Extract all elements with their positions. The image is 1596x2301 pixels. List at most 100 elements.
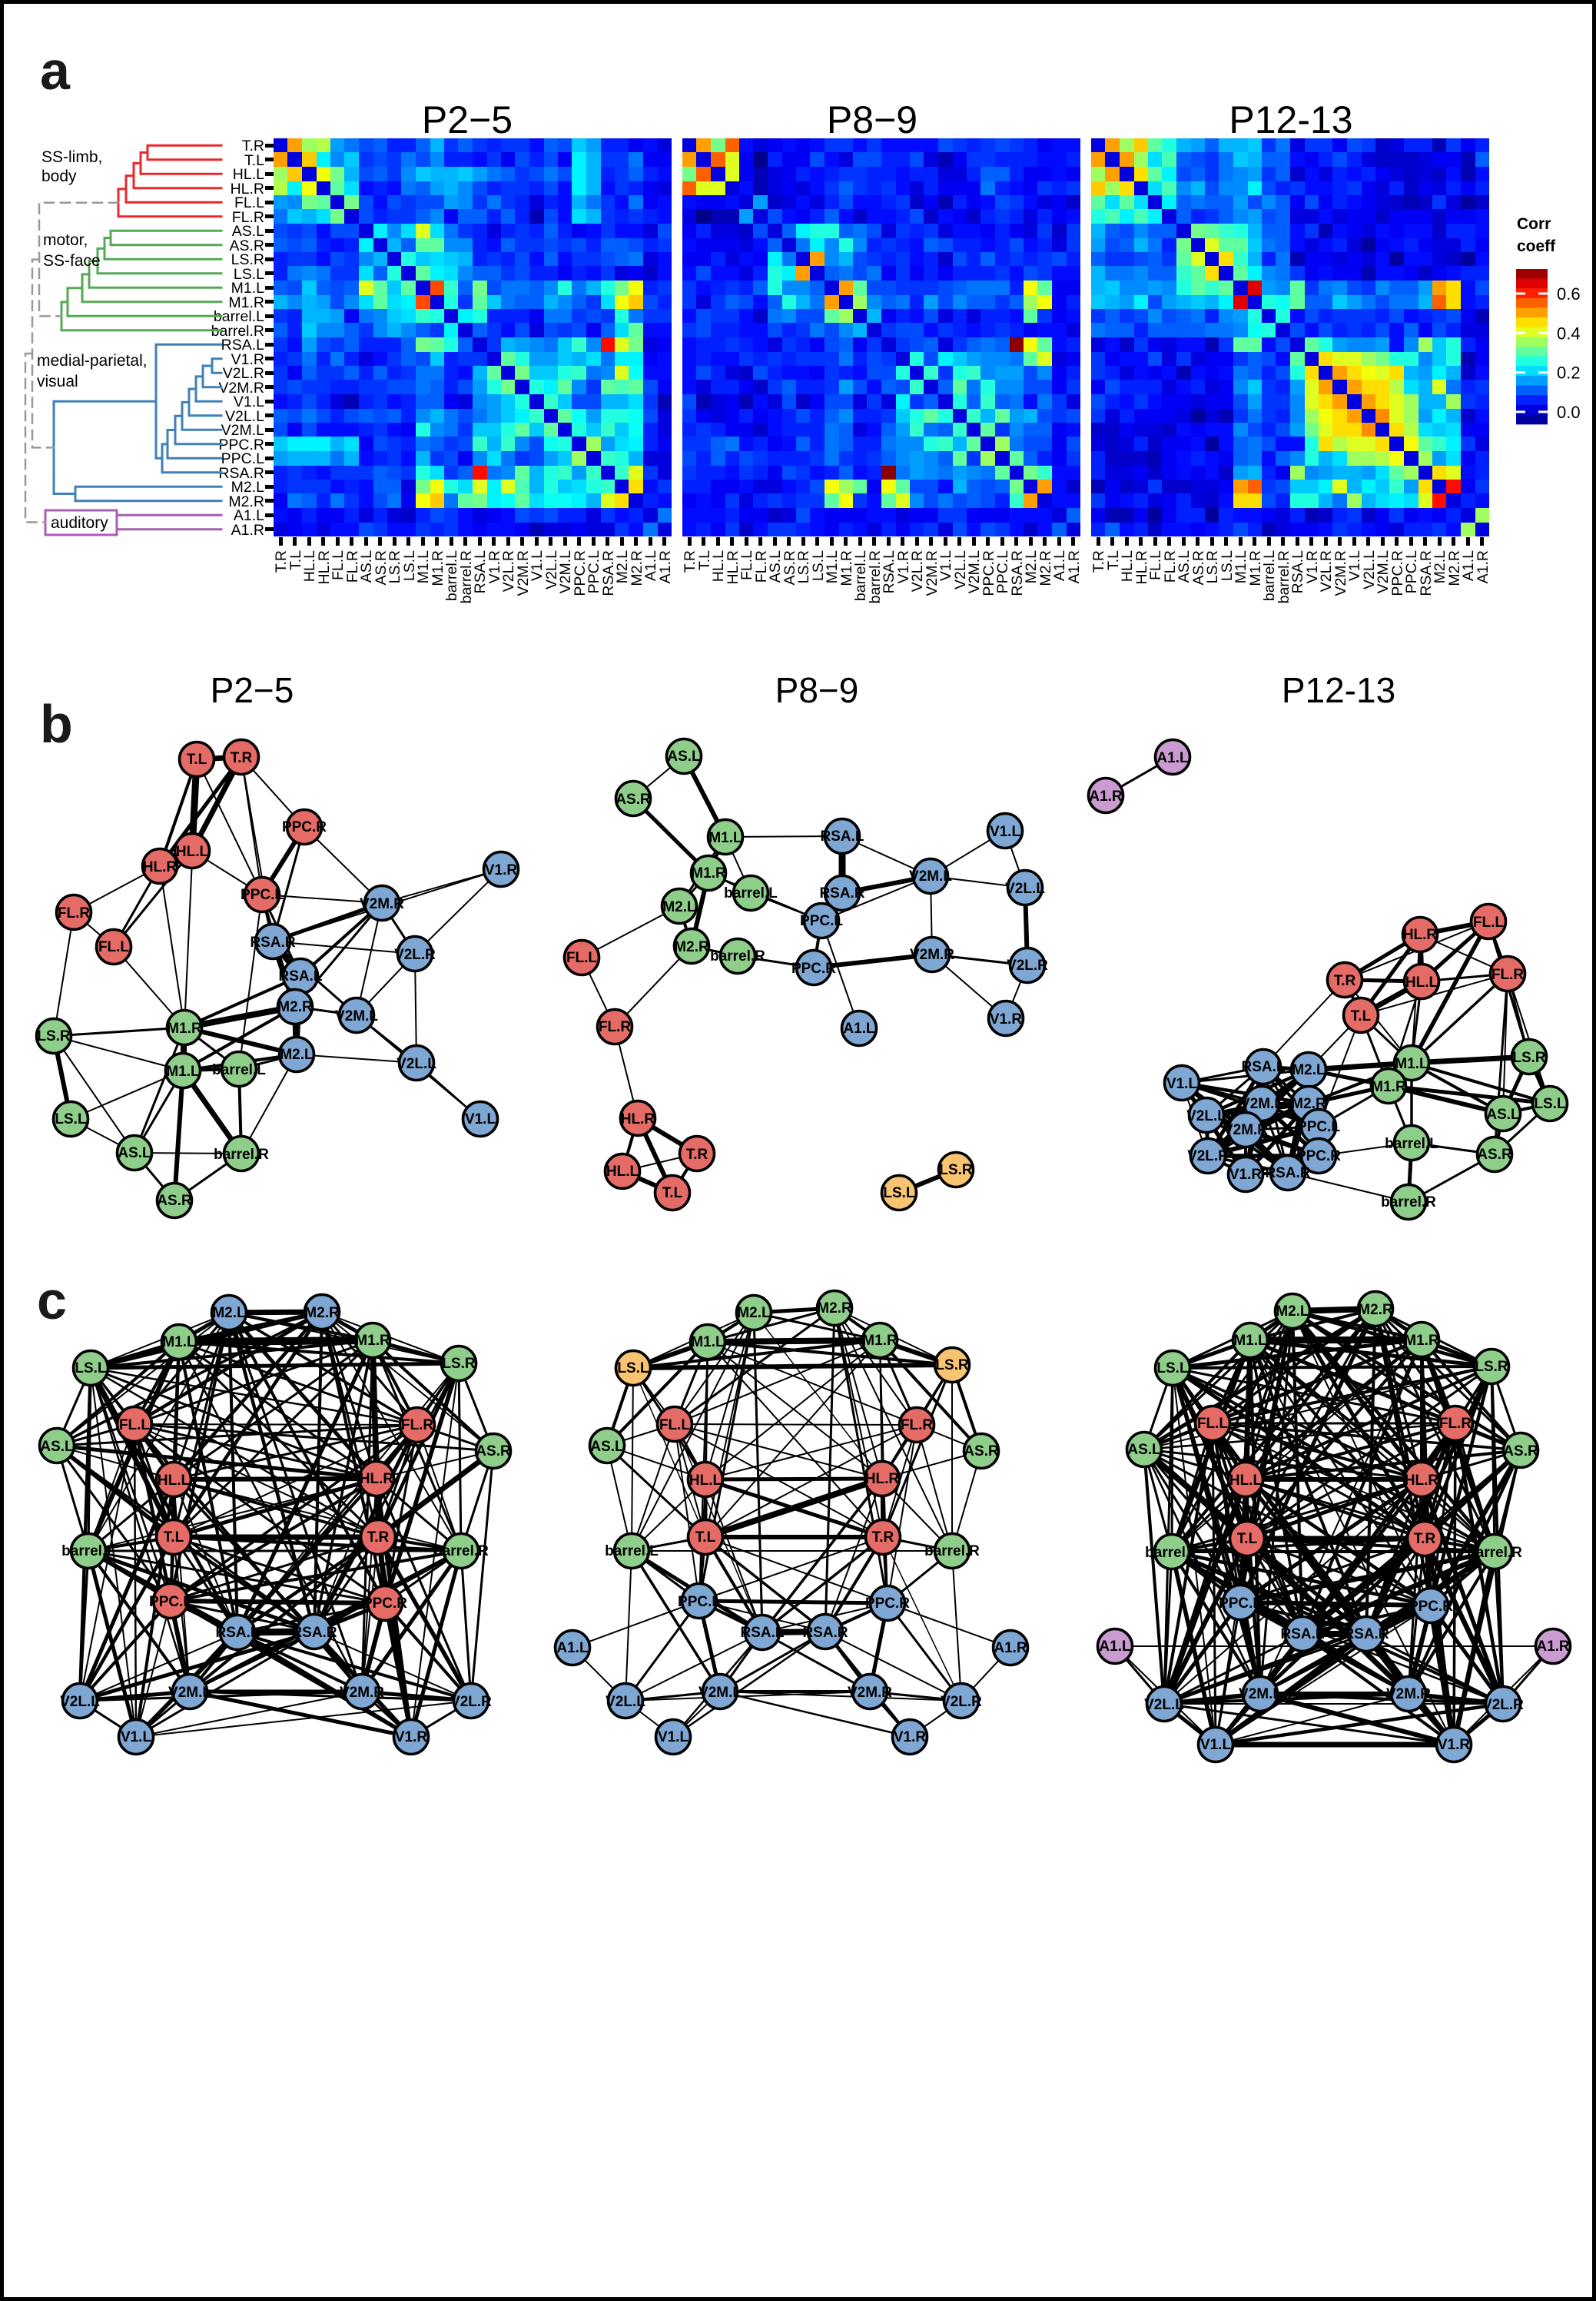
svg-text:V2L.R: V2L.R — [450, 1694, 492, 1710]
svg-text:HL.R: HL.R — [316, 550, 333, 584]
svg-text:barrel.L: barrel.L — [212, 1062, 266, 1078]
svg-text:LS.L: LS.L — [810, 550, 827, 581]
svg-text:AS.R: AS.R — [1503, 1443, 1538, 1459]
svg-text:motor,: motor, — [43, 231, 88, 249]
svg-text:M2.L: M2.L — [231, 479, 265, 496]
svg-text:T.L: T.L — [1237, 1531, 1258, 1547]
svg-text:T.R: T.R — [1090, 550, 1107, 573]
svg-text:RSA.R: RSA.R — [250, 935, 295, 951]
svg-text:V2M.R: V2M.R — [1332, 550, 1349, 596]
svg-text:PPC.L: PPC.L — [241, 887, 284, 903]
svg-text:V2L.L: V2L.L — [1144, 1697, 1184, 1713]
svg-text:V2M.L: V2M.L — [1375, 550, 1392, 594]
svg-text:HL.R: HL.R — [865, 1471, 900, 1487]
svg-text:M2.R: M2.R — [1358, 1302, 1393, 1318]
svg-text:FL.L: FL.L — [659, 1417, 690, 1433]
svg-text:0.4: 0.4 — [1557, 324, 1581, 343]
svg-text:RSA.R: RSA.R — [802, 1625, 848, 1641]
svg-text:PPC.L: PPC.L — [1403, 550, 1420, 594]
svg-text:V2L.R: V2L.R — [500, 550, 517, 592]
svg-text:V1.L: V1.L — [121, 1729, 152, 1745]
svg-text:AS.L: AS.L — [590, 1439, 624, 1455]
svg-text:AS.L: AS.L — [1127, 1442, 1161, 1458]
svg-text:V2M.L: V2M.L — [1239, 1686, 1282, 1702]
svg-text:T.L: T.L — [662, 1185, 683, 1201]
svg-text:LS.L: LS.L — [55, 1111, 87, 1127]
svg-text:FL.R: FL.R — [344, 550, 361, 583]
svg-text:AS.L: AS.L — [232, 223, 264, 240]
svg-text:RSA.L: RSA.L — [472, 550, 489, 594]
svg-text:RSA.L: RSA.L — [221, 337, 265, 354]
svg-text:HL.R: HL.R — [621, 1111, 655, 1127]
svg-text:V1.R: V1.R — [231, 351, 264, 368]
svg-text:V2M.L: V2M.L — [221, 422, 265, 439]
svg-text:A1.L: A1.L — [1460, 550, 1477, 581]
svg-text:V2L.R: V2L.R — [1482, 1697, 1524, 1713]
svg-text:HL.R: HL.R — [725, 550, 742, 584]
svg-text:0.2: 0.2 — [1557, 364, 1581, 383]
svg-text:M2.L: M2.L — [280, 1047, 314, 1063]
svg-text:RSA.R: RSA.R — [1265, 1165, 1310, 1181]
svg-text:LS.R: LS.R — [387, 550, 403, 583]
svg-text:V2L.L: V2L.L — [60, 1694, 100, 1710]
svg-text:LS.R: LS.R — [1475, 1359, 1508, 1375]
svg-text:AS.L: AS.L — [767, 550, 784, 583]
svg-text:V2M.R: V2M.R — [924, 550, 941, 596]
svg-text:M1.R: M1.R — [430, 550, 446, 586]
svg-text:V2M.R: V2M.R — [848, 1685, 892, 1701]
svg-text:M1.L: M1.L — [231, 280, 265, 297]
svg-text:RSA.R: RSA.R — [819, 885, 864, 901]
svg-text:LS.L: LS.L — [617, 1360, 649, 1376]
svg-text:RSA.L: RSA.L — [216, 1625, 260, 1641]
svg-text:FL.L: FL.L — [98, 939, 129, 955]
svg-text:P8−9: P8−9 — [775, 670, 859, 710]
svg-text:AS.R: AS.R — [229, 237, 264, 254]
svg-text:V1.R: V1.R — [894, 1729, 927, 1745]
svg-text:V1.R: V1.R — [1229, 1167, 1263, 1183]
svg-text:AS.R: AS.R — [373, 550, 390, 586]
svg-text:P2−5: P2−5 — [422, 98, 513, 141]
svg-text:SS-limb,: SS-limb, — [41, 148, 102, 166]
svg-text:M1.R: M1.R — [862, 1333, 898, 1349]
svg-text:AS.R: AS.R — [476, 1443, 511, 1459]
svg-text:RSA.R: RSA.R — [291, 1625, 337, 1641]
svg-text:M1.L: M1.L — [162, 1334, 196, 1350]
svg-text:Corr: Corr — [1517, 215, 1551, 233]
svg-text:V2M.L: V2M.L — [966, 550, 983, 594]
svg-text:RSA.R: RSA.R — [1009, 550, 1026, 596]
svg-text:M2.R: M2.R — [817, 1300, 852, 1317]
svg-text:T.L: T.L — [696, 550, 713, 570]
svg-text:M1.R: M1.R — [355, 1333, 390, 1349]
svg-text:T.R: T.R — [1414, 1531, 1436, 1547]
svg-text:HL.R: HL.R — [1403, 927, 1438, 943]
svg-text:P12-13: P12-13 — [1282, 670, 1395, 710]
svg-text:barrel.R: barrel.R — [211, 323, 264, 340]
svg-text:FL.R: FL.R — [901, 1417, 933, 1433]
svg-text:M1.L: M1.L — [1233, 550, 1249, 584]
svg-text:M2.L: M2.L — [1432, 550, 1448, 584]
svg-text:M2.L: M2.L — [212, 1305, 246, 1321]
svg-text:PPC.R: PPC.R — [572, 550, 589, 596]
svg-text:M1.L: M1.L — [1395, 1056, 1428, 1072]
svg-text:M2.R: M2.R — [629, 550, 645, 586]
svg-text:V2M.R: V2M.R — [360, 896, 404, 912]
svg-text:V1.L: V1.L — [529, 550, 546, 581]
svg-text:T.L: T.L — [1351, 1008, 1372, 1024]
svg-text:V2L.R: V2L.R — [223, 365, 264, 382]
svg-text:M1.R: M1.R — [691, 865, 726, 882]
svg-text:RSA.L: RSA.L — [1242, 1059, 1286, 1075]
svg-text:PPC.R: PPC.R — [282, 819, 327, 835]
svg-text:V1.L: V1.L — [1200, 1737, 1232, 1753]
svg-text:V1.L: V1.L — [465, 1111, 496, 1127]
svg-text:barrel.R: barrel.R — [214, 1147, 269, 1163]
svg-text:LS.R: LS.R — [1204, 550, 1221, 583]
svg-text:barrel.R: barrel.R — [924, 1543, 980, 1559]
svg-text:V2M.L: V2M.L — [909, 868, 952, 885]
svg-text:V2M.L: V2M.L — [1240, 1096, 1283, 1112]
svg-text:A1.R: A1.R — [1066, 550, 1083, 583]
svg-text:V2L.R: V2L.R — [909, 550, 926, 592]
svg-text:AS.R: AS.R — [964, 1443, 999, 1459]
svg-text:T.L: T.L — [164, 1529, 184, 1546]
svg-text:PPC.R: PPC.R — [363, 1595, 407, 1612]
svg-text:M2.R: M2.R — [1291, 1096, 1326, 1112]
